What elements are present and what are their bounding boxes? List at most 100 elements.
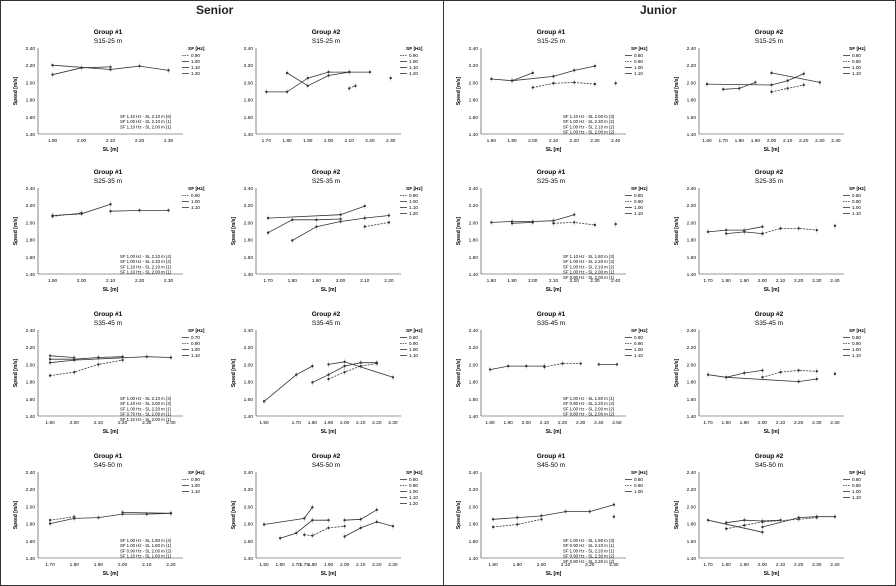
legend-entry: 1.00 [852,489,861,494]
data-point [343,524,346,528]
y-tick-label: 2.40 [26,186,36,192]
x-tick-label: 2.00 [767,138,777,144]
legend-entry: 0.90 [191,341,200,346]
y-tick-label: 2.20 [244,345,254,351]
data-point [614,82,617,85]
x-tick-label: 1.70 [292,562,302,568]
x-tick-label: 2.40 [830,420,840,426]
x-tick-label: 2.20 [372,420,382,426]
x-tick-label: 1.70 [703,562,713,568]
data-point [706,230,710,234]
x-axis-label: SL [m] [764,429,780,435]
y-tick-label: 1.60 [244,397,254,403]
x-tick-label: 1.90 [45,420,55,426]
x-tick-label: 1.70 [703,420,713,426]
chart-group-title: Group #2 [312,169,341,176]
data-point [145,512,148,516]
data-point [743,371,746,375]
series-line [264,507,313,525]
x-tick-label: 2.10 [561,562,571,568]
data-point [375,508,379,512]
y-axis-label: Speed [m/s] [13,216,19,245]
data-point [510,79,514,82]
y-tick-label: 2.20 [244,63,254,69]
data-point [391,524,395,528]
x-tick-label: 1.80 [308,420,318,426]
x-tick-label: 1.90 [324,562,334,568]
legend-title: SF [Hz] [849,328,866,334]
data-point [516,516,519,519]
y-tick-label: 1.80 [244,522,254,528]
data-point [48,354,52,357]
x-tick-label: 2.30 [164,138,174,144]
data-point [359,361,362,364]
annotation-note: SF 0.90 Hz - SL 2.30 m (2) [563,554,615,559]
x-tick-label: 1.70 [292,420,302,426]
data-point [564,510,567,513]
legend-title: SF [Hz] [406,328,423,334]
chart-panel: Group #2 S45-50 m 1.40 1.60 1.80 2.00 2.20 2.40… [231,453,423,577]
y-tick-label: 1.80 [26,522,36,528]
data-point [375,361,379,364]
x-tick-label: 2.40 [166,420,176,426]
x-axis-label: SL [m] [103,571,119,577]
y-tick-label: 1.80 [469,380,479,386]
y-tick-label: 2.00 [26,220,36,226]
series-line [490,365,545,370]
y-tick-label: 1.40 [469,414,479,420]
chart-panel: Group #2 S15-25 m 1.40 1.60 1.80 2.00 2.20 2.40… [244,29,423,144]
data-point [167,209,170,212]
annotation-note: SF 0.90 Hz - SL 2.10 m (1) [563,543,615,548]
y-tick-label: 2.00 [687,362,697,368]
chart-phase-title: S45-50 m [755,462,783,469]
x-tick-label: 2.00 [118,562,128,568]
series-line [268,205,365,219]
legend-title: SF [Hz] [188,46,205,52]
y-axis-label: Speed [m/s] [231,500,237,529]
data-point [797,516,800,519]
y-tick-label: 1.60 [26,115,36,121]
legend-entry: 0.80 [852,335,861,340]
y-tick-label: 1.40 [687,132,697,138]
data-point [802,72,805,76]
y-tick-label: 2.00 [244,362,254,368]
annotation-note: SF 1.00 Hz - SL 2.20 m (1) [563,548,615,553]
y-tick-label: 2.40 [687,186,697,192]
y-tick-label: 2.00 [687,504,697,510]
legend-entry: 1.00 [191,59,200,64]
y-tick-label: 2.20 [687,487,697,493]
y-tick-label: 2.20 [687,63,697,69]
data-point [343,518,346,522]
data-point [491,525,495,529]
legend-entry: 0.90 [409,193,418,198]
data-point [306,76,309,80]
data-point [138,209,141,212]
data-point [815,377,819,381]
section-title-senior: Senior [196,3,234,17]
x-tick-label: 2.10 [356,562,366,568]
legend-entry: 0.80 [634,53,643,58]
data-point [285,90,289,94]
annotation-note: SF 1.10 Hz - SL 2.00 m (3) [563,114,615,119]
y-tick-label: 1.40 [26,414,36,420]
legend-entry: 1.10 [634,71,643,76]
annotation-note: SF 1.00 Hz - SL 1.90 m (3) [563,538,615,543]
y-tick-label: 1.60 [687,539,697,545]
x-tick-label: 2.10 [776,420,786,426]
chart-phase-title: S25-35 m [537,178,565,185]
x-tick-label: 2.30 [812,562,822,568]
y-tick-label: 2.20 [244,487,254,493]
annotation-note: SF 1.10 Hz - SL 2.10 m (6) [120,114,172,119]
annotation-note: SF 1.10 Hz - SL 2.10 m (1) [120,264,172,269]
x-tick-label: 2.10 [776,562,786,568]
x-tick-label: 2.30 [812,278,822,284]
chart-group-title: Group #1 [94,453,123,460]
series-line [328,363,377,380]
data-point [327,526,330,530]
data-point [573,221,576,224]
legend-entry: 1.00 [191,199,200,204]
legend-title: SF [Hz] [849,186,866,192]
chart-panel: Group #1 S35-45 m 1.40 1.60 1.80 2.00 2.20 2.40… [13,311,205,435]
x-tick-label: 2.00 [758,420,768,426]
